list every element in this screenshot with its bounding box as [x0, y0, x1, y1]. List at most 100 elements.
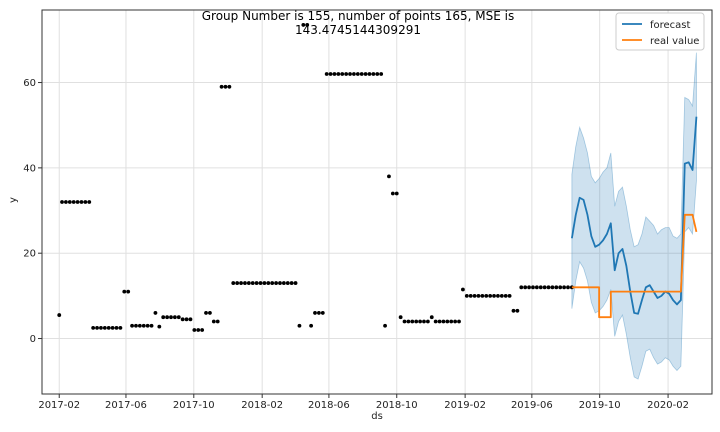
history-point [550, 285, 555, 290]
history-point [79, 200, 84, 204]
history-point [192, 328, 197, 332]
history-point [355, 72, 360, 76]
history-point [102, 325, 107, 330]
history-point [95, 325, 99, 330]
history-point [106, 325, 111, 330]
y-axis-label: y [8, 197, 19, 203]
history-point [542, 285, 547, 290]
history-point [484, 293, 489, 298]
history-point [390, 191, 395, 196]
axes [38, 9, 713, 398]
history-point [211, 319, 216, 324]
history-point [340, 72, 345, 76]
history-point [176, 315, 181, 320]
y-tick-label: 60 [23, 78, 36, 89]
legend-forecast-label: forecast [650, 20, 691, 31]
history-point [320, 311, 325, 315]
history-point [422, 319, 426, 324]
history-point [145, 323, 150, 328]
forecast-line [570, 116, 698, 315]
history-point [558, 285, 563, 290]
history-point [180, 317, 185, 322]
history-point [235, 281, 240, 285]
history-point [336, 72, 341, 76]
y-tick-label: 20 [23, 249, 36, 260]
history-point [383, 323, 387, 328]
history-point [379, 72, 384, 76]
x-tick-label: 2018-02 [241, 400, 283, 411]
history-point [196, 328, 201, 332]
history-point [457, 319, 461, 324]
history-point [161, 315, 166, 320]
history-point [83, 200, 88, 204]
history-point [503, 293, 508, 298]
history-point [130, 323, 134, 328]
history-point [538, 285, 543, 290]
x-tick-label: 2018-06 [308, 400, 350, 411]
history-point [406, 319, 411, 324]
history-point [328, 72, 333, 76]
history-point [371, 72, 376, 76]
history-point [204, 311, 208, 315]
history-point [281, 281, 286, 285]
legend: forecast real value [615, 12, 705, 51]
history-point [289, 281, 294, 285]
history-point [91, 325, 96, 330]
history-point [188, 317, 193, 322]
history-point [425, 319, 430, 324]
history-point [157, 324, 162, 329]
history-point [184, 317, 189, 322]
history-point [414, 319, 419, 324]
history-point [476, 293, 481, 298]
history-point [262, 281, 267, 285]
history-point [254, 281, 259, 285]
history-point [165, 315, 170, 320]
history-point [534, 285, 539, 290]
history-point [114, 325, 119, 330]
history-point [64, 200, 68, 204]
history-point [418, 319, 422, 324]
history-point [344, 72, 349, 76]
history-point [71, 200, 76, 204]
y-tick-label: 0 [30, 334, 36, 345]
history-point [266, 281, 271, 285]
history-point [231, 281, 236, 285]
history-point [250, 281, 255, 285]
history-point [149, 323, 154, 328]
history-point [546, 285, 551, 290]
history-point [297, 323, 302, 328]
y-tick-label: 40 [23, 163, 36, 174]
history-point [468, 293, 473, 298]
x-tick-label: 2020-02 [647, 400, 689, 411]
history-point [527, 285, 531, 290]
history-point [449, 319, 454, 324]
history-point [99, 325, 103, 330]
history-point [387, 174, 391, 179]
history-point [531, 285, 535, 290]
history-point [223, 84, 228, 89]
history-point [169, 315, 173, 320]
history-point [60, 200, 64, 204]
history-point [141, 323, 146, 328]
history-point [309, 323, 314, 328]
history-point [566, 285, 570, 290]
history-point [511, 308, 516, 313]
history-point [126, 289, 131, 294]
x-tick-label: 2019-10 [579, 400, 621, 411]
history-point [274, 281, 278, 285]
history-point [352, 72, 356, 76]
uncertainty-band-area [571, 52, 697, 380]
history-point [122, 289, 127, 294]
history-point [359, 72, 364, 76]
history-point [317, 311, 321, 315]
history-point [507, 293, 512, 298]
history-point [324, 72, 329, 76]
legend-real-value-label: real value [650, 36, 699, 47]
history-point [200, 328, 205, 332]
history-point [246, 281, 251, 285]
history-point [227, 84, 232, 89]
real-value-line [571, 213, 698, 319]
grid [42, 10, 712, 394]
history-point [375, 72, 380, 76]
